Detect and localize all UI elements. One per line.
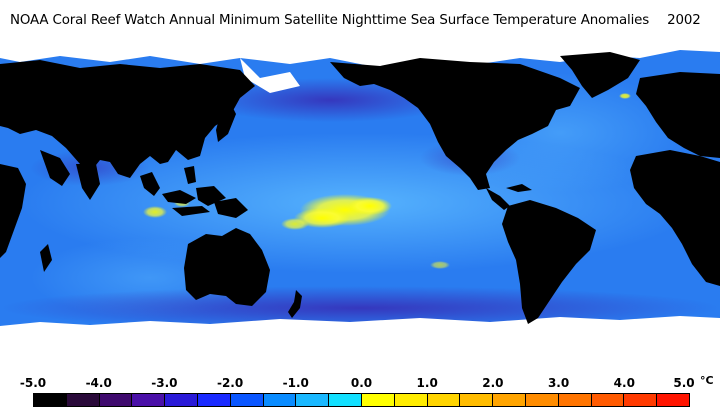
- land-greenland: [560, 52, 640, 98]
- land-north-america: [330, 58, 580, 190]
- legend-tick-label: -3.0: [151, 376, 178, 390]
- legend-swatch: [558, 394, 592, 406]
- legend-swatch: [493, 394, 526, 406]
- color-legend-bar: [33, 393, 690, 407]
- legend-tick-label: 0.0: [350, 376, 373, 390]
- legend-swatch: [460, 394, 494, 406]
- sst-anomaly-map: [0, 38, 720, 372]
- legend-tick-label: 3.0: [547, 376, 570, 390]
- legend-swatch: [132, 394, 166, 406]
- legend-swatch: [263, 394, 297, 406]
- land-australia: [184, 228, 270, 306]
- legend-tick-label: 2.0: [482, 376, 504, 390]
- legend-swatch: [296, 394, 330, 406]
- legend-swatch: [624, 394, 658, 406]
- land-africa: [630, 150, 720, 286]
- legend-swatch: [427, 394, 461, 406]
- legend-swatch: [591, 394, 625, 406]
- legend-swatch: [230, 394, 264, 406]
- legend-tick-label: -2.0: [216, 376, 244, 390]
- legend-labels: -5.0 -4.0 -3.0 -2.0 -1.0 0.0 1.0 2.0 3.0 4.0 5.0: [0, 376, 720, 392]
- land-indonesia: [140, 166, 248, 218]
- land-asia: [0, 60, 255, 178]
- legend-tick-label: 4.0: [613, 376, 635, 390]
- legend-tick-label: 5.0: [673, 376, 695, 390]
- legend-swatch: [329, 394, 362, 406]
- arctic-ice: [0, 38, 720, 68]
- title-text: NOAA Coral Reef Watch Annual Minimum Sat…: [10, 13, 650, 28]
- warm-anomaly-indonesia: [143, 206, 167, 218]
- map-title: NOAA Coral Reef Watch Annual Minimum Sat…: [10, 13, 701, 28]
- legend-swatch: [525, 394, 559, 406]
- legend-tick-label: -5.0: [19, 376, 47, 390]
- legend-unit: °C: [700, 374, 714, 387]
- legend-tick-label: -1.0: [282, 376, 309, 390]
- land-south-america: [502, 200, 596, 324]
- legend-swatch: [197, 394, 231, 406]
- legend-swatch: [99, 394, 133, 406]
- land-europe: [636, 72, 720, 158]
- legend-swatch: [394, 394, 428, 406]
- title-year: 2002: [667, 13, 701, 28]
- legend-swatch: [66, 394, 100, 406]
- legend-swatch: [361, 394, 395, 406]
- legend-swatch: [165, 394, 198, 406]
- legend-tick-label: 1.0: [416, 376, 438, 390]
- legend-swatch: [657, 394, 689, 406]
- legend-swatch: [34, 394, 67, 406]
- legend-tick-label: -4.0: [85, 376, 112, 390]
